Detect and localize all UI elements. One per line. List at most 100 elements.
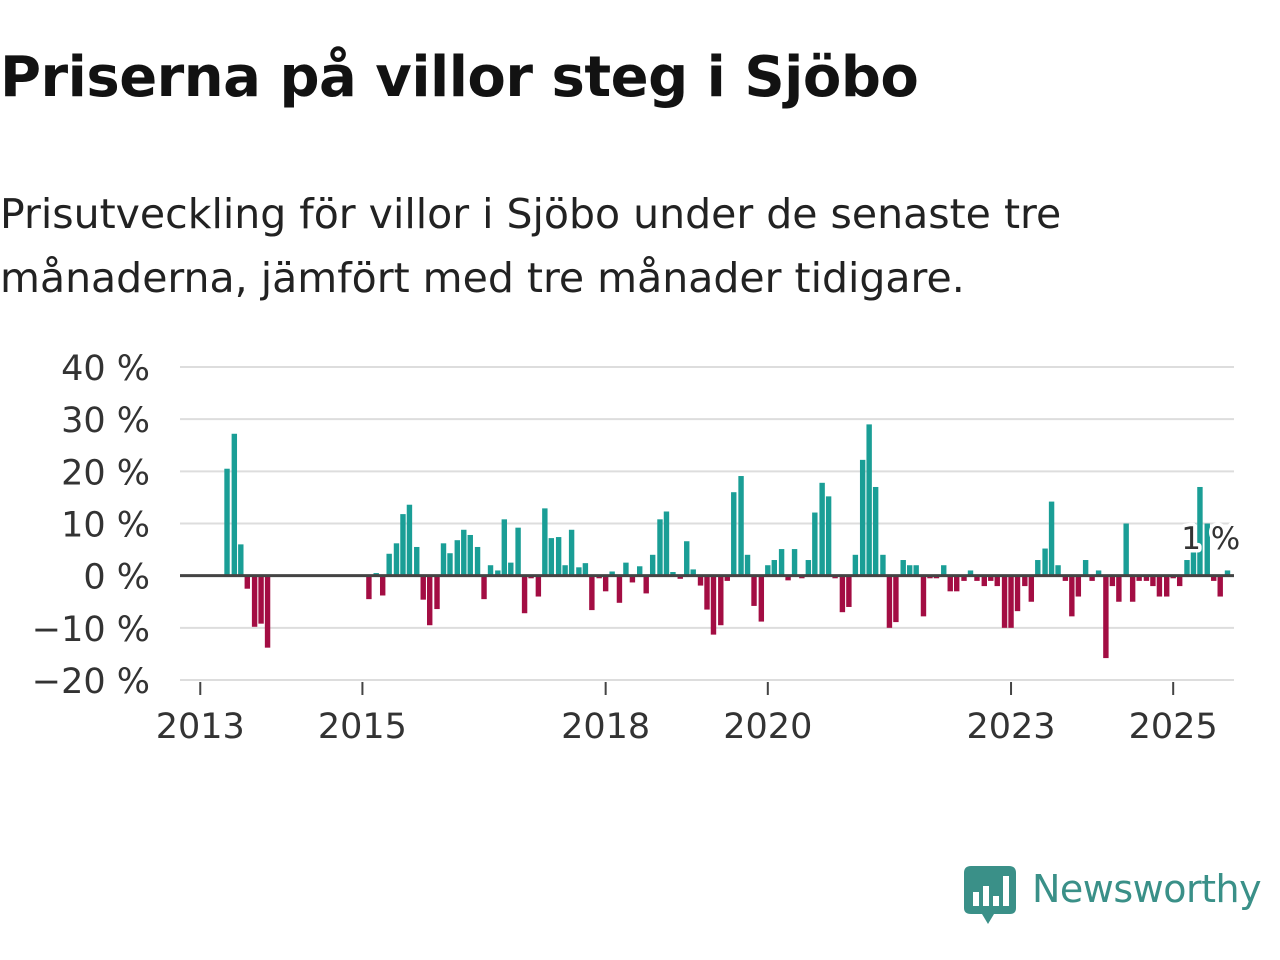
bar (1103, 575, 1109, 659)
bar (1164, 575, 1170, 597)
y-tick-label: 0 % (83, 558, 150, 598)
bar (872, 486, 879, 576)
bar (852, 554, 859, 576)
x-tick-label: 2025 (1129, 707, 1218, 747)
bar (751, 575, 757, 606)
bar (427, 575, 433, 626)
bar (765, 565, 771, 576)
bar (1075, 575, 1082, 597)
bar (231, 433, 238, 576)
bar (535, 575, 542, 597)
bar (1089, 575, 1095, 581)
bar (771, 560, 777, 576)
bar (920, 575, 927, 617)
bar (1022, 575, 1028, 587)
bar (562, 565, 568, 576)
y-tick-label: 40 % (61, 349, 150, 389)
bar (778, 549, 785, 576)
bar (974, 575, 980, 581)
bar (1069, 575, 1075, 617)
bar (501, 519, 508, 576)
bar (1048, 501, 1055, 576)
bar (1156, 575, 1163, 597)
bar (1082, 560, 1089, 576)
bar (548, 538, 555, 576)
bar (542, 508, 548, 576)
bar (866, 424, 872, 576)
bar (495, 570, 501, 576)
brand-name: Newsworthy (1032, 867, 1262, 911)
bar (1062, 575, 1069, 581)
bar (657, 519, 663, 576)
bar (568, 529, 575, 576)
bar (988, 575, 994, 581)
bar (967, 570, 974, 576)
bar (1028, 575, 1035, 602)
bar (1109, 575, 1116, 587)
bar (264, 575, 271, 648)
bar (637, 566, 643, 576)
bar (893, 575, 899, 623)
bar (994, 575, 1000, 587)
bar (1123, 523, 1129, 576)
bar (487, 565, 494, 576)
bar (859, 459, 866, 576)
bar (704, 575, 710, 610)
bar (393, 543, 400, 576)
bar (900, 560, 906, 576)
bar (238, 544, 244, 576)
bar (677, 575, 683, 579)
bar (582, 563, 589, 576)
x-tick-label: 2020 (723, 707, 812, 747)
bar (791, 549, 798, 576)
bar (724, 575, 730, 581)
bar (224, 468, 230, 576)
bar (1035, 560, 1041, 576)
bar (400, 514, 406, 576)
newsworthy-bar-chart-icon (964, 866, 1016, 924)
bar (1095, 570, 1102, 576)
bar (609, 571, 615, 576)
bar (649, 554, 656, 576)
bar (758, 575, 765, 622)
bar (1136, 575, 1142, 581)
x-tick-label: 2018 (561, 707, 650, 747)
bar (906, 565, 913, 576)
bar (643, 575, 649, 594)
bar (1211, 575, 1217, 581)
bar (434, 575, 440, 610)
bar (589, 575, 595, 611)
bar (576, 567, 582, 576)
bar (1217, 575, 1223, 597)
y-axis-labels: −20 % −10 % 0 % 10 % 20 % 30 % 40 % (32, 349, 150, 702)
bar (1055, 565, 1061, 576)
bar (467, 534, 473, 576)
bar (251, 575, 258, 627)
x-axis: 2013 2015 2018 2020 2023 2025 (156, 682, 1218, 747)
bar (913, 565, 919, 576)
bar (886, 575, 893, 628)
bar (1042, 548, 1048, 576)
bar (1224, 570, 1231, 576)
bar (629, 575, 636, 583)
bar (616, 575, 623, 603)
bar (1116, 575, 1122, 602)
bar (684, 541, 690, 576)
x-tick-label: 2015 (318, 707, 407, 747)
bar (508, 562, 514, 576)
bar (555, 537, 562, 576)
bar (839, 575, 846, 613)
annotation-label: 1 % (1181, 521, 1240, 557)
bar (710, 575, 717, 635)
bar (1204, 523, 1210, 576)
bar (623, 562, 629, 576)
x-tick-label: 2013 (156, 707, 245, 747)
x-tick-label: 2023 (966, 707, 1055, 747)
y-tick-label: 30 % (61, 401, 150, 441)
bar (805, 560, 812, 576)
y-tick-label: −20 % (32, 662, 150, 702)
bar (697, 575, 704, 586)
bar (1143, 575, 1150, 581)
bar (521, 575, 528, 614)
bar (718, 575, 724, 626)
